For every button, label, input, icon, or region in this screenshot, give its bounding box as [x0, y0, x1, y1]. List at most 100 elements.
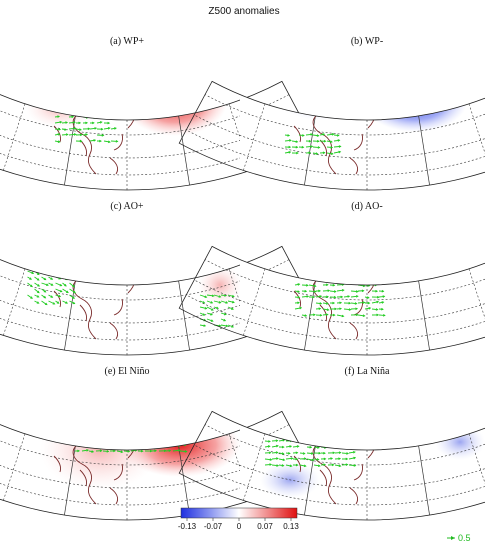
wind-vector — [113, 212, 119, 214]
coastline — [113, 463, 123, 481]
wind-vector — [333, 151, 341, 154]
wind-vector — [350, 290, 358, 293]
wind-vector-head — [361, 97, 365, 100]
wind-vector-head — [142, 51, 144, 53]
wind-vector-head — [319, 237, 321, 239]
wind-vector-head — [323, 433, 326, 437]
wind-vector-head — [388, 237, 390, 239]
wind-vector-head — [114, 127, 117, 130]
wind-vector-head — [345, 433, 349, 437]
wind-vector-head — [103, 229, 105, 231]
wind-vector-head — [388, 90, 392, 94]
wind-vector — [180, 390, 186, 391]
wind-vector-head — [353, 218, 355, 220]
wind-vector-head — [99, 431, 102, 435]
wind-vector — [405, 406, 410, 407]
wind-vector — [349, 103, 357, 107]
wind-vector — [109, 425, 117, 428]
wind-vector-head — [148, 99, 152, 102]
latitude-line — [204, 94, 485, 136]
wind-vector-head — [340, 207, 342, 209]
wind-vector-head — [185, 389, 187, 391]
wind-vector — [322, 231, 327, 233]
wind-vector-head — [152, 211, 154, 213]
wind-vector-head — [143, 76, 145, 78]
wind-vector-head — [408, 91, 412, 94]
wind-vector — [342, 411, 348, 412]
wind-vector — [371, 80, 375, 81]
coastline — [345, 411, 375, 459]
wind-vector-head — [368, 56, 370, 58]
wind-vector-head — [93, 408, 95, 410]
wind-vector — [398, 85, 405, 88]
wind-vector-head — [323, 451, 326, 455]
wind-vector-head — [382, 81, 386, 83]
wind-vector-head — [423, 91, 427, 95]
wind-vector-head — [354, 302, 358, 305]
wind-vector — [155, 224, 161, 225]
wind-vector-head — [361, 214, 363, 216]
wind-vector-head — [84, 402, 86, 404]
wind-vector — [84, 253, 92, 256]
wind-vector-head — [113, 396, 115, 398]
wind-vector — [350, 302, 357, 305]
wind-vector — [144, 431, 151, 434]
wind-vector-head — [332, 415, 336, 419]
wind-vector — [194, 87, 202, 90]
wind-vector-head — [99, 408, 101, 410]
wind-vector-head — [108, 385, 110, 387]
wind-vector — [357, 399, 361, 400]
wind-vector-head — [190, 99, 194, 102]
wind-vector — [179, 450, 187, 453]
wind-vector — [356, 416, 364, 421]
wind-vector-head — [57, 133, 61, 136]
wind-vector — [148, 230, 152, 231]
wind-vector — [306, 452, 314, 455]
wind-vector-head — [106, 116, 110, 119]
wind-vector — [384, 81, 392, 82]
wind-vector-head — [141, 93, 145, 97]
wind-vector — [426, 81, 433, 82]
wind-vector-head — [431, 91, 435, 94]
wind-vector — [315, 219, 321, 221]
wind-vector-head — [318, 207, 320, 209]
wind-vector-head — [401, 81, 404, 82]
wind-vector — [124, 402, 130, 403]
wind-vector — [162, 225, 166, 226]
wind-vector-head — [107, 140, 111, 144]
wind-vector — [350, 219, 355, 221]
wind-vector-head — [182, 437, 186, 440]
wind-vector-head — [332, 439, 336, 443]
wind-vector-head — [313, 313, 316, 317]
wind-vector — [343, 308, 351, 311]
wind-vector-head — [149, 69, 151, 71]
wind-vector-head — [79, 109, 83, 112]
wind-vector-head — [149, 449, 153, 453]
coastline — [53, 290, 61, 308]
wind-vector-head — [396, 207, 398, 209]
wind-vector-head — [362, 314, 366, 317]
wind-vector — [371, 220, 376, 221]
wind-vector-head — [421, 434, 425, 438]
wind-vector-head — [368, 307, 372, 310]
wind-vector — [440, 406, 446, 407]
wind-vector-head — [141, 432, 145, 435]
wind-vector-head — [347, 295, 351, 298]
meridian-line — [64, 445, 76, 516]
wind-vector — [130, 414, 137, 416]
wind-vector-head — [296, 445, 300, 448]
wind-vector — [109, 438, 116, 440]
wind-vector-head — [437, 423, 440, 427]
wind-vector — [106, 219, 110, 220]
coastline — [109, 487, 119, 505]
wind-vector — [411, 435, 418, 438]
wind-vector-head — [319, 218, 321, 220]
wind-vector — [299, 464, 306, 467]
wind-vector-head — [94, 242, 96, 244]
wind-vector — [364, 213, 370, 214]
wind-vector-head — [44, 302, 48, 306]
wind-vector-head — [162, 93, 166, 97]
wind-vector-head — [295, 463, 299, 467]
wind-vector-head — [354, 237, 356, 239]
wind-vector-head — [107, 127, 111, 130]
